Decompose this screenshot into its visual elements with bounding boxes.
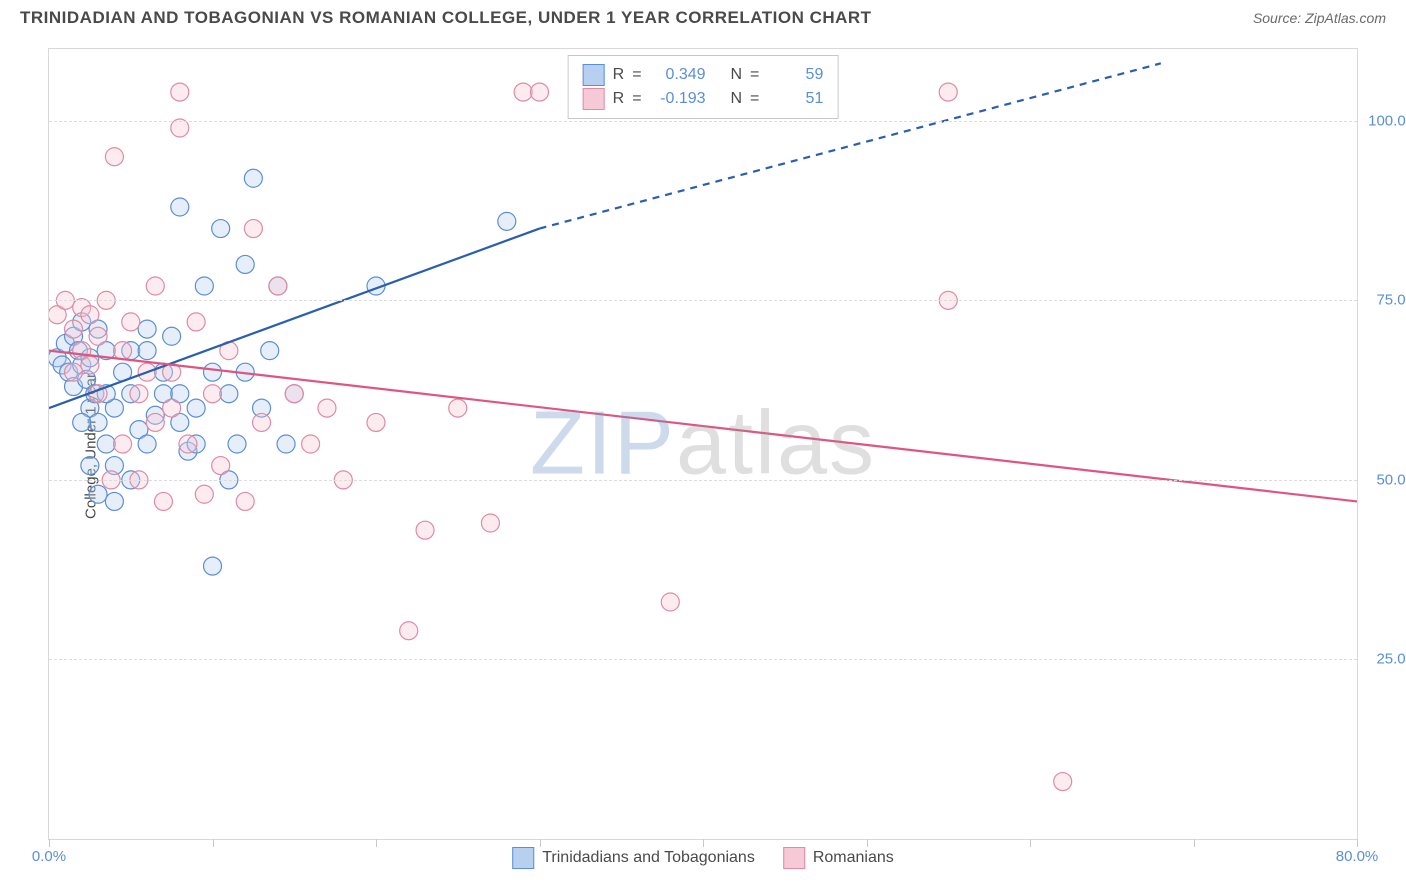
x-tick-label: 0.0% [32,848,66,865]
legend-n-label: N [730,66,742,84]
swatch-series-0 [512,847,534,869]
legend-label-series-0: Trinidadians and Tobagonians [542,849,755,867]
legend-r-label: R [613,66,625,84]
correlation-legend: R = 0.349 N = 59 R = -0.193 N = 51 [568,55,839,119]
swatch-series-0 [583,64,605,86]
y-tick-label: 75.0% [1376,292,1406,309]
legend-item-series-0: Trinidadians and Tobagonians [512,847,755,869]
legend-n-label: N [730,90,742,108]
legend-n-value-0: 59 [767,66,823,84]
legend-equals: = [632,66,641,84]
legend-equals: = [750,90,759,108]
legend-equals: = [750,66,759,84]
legend-equals: = [632,90,641,108]
source-attribution: Source: ZipAtlas.com [1253,10,1386,26]
legend-row-series-0: R = 0.349 N = 59 [583,64,824,86]
legend-r-label: R [613,90,625,108]
y-tick-label: 50.0% [1376,471,1406,488]
swatch-series-1 [583,88,605,110]
legend-label-series-1: Romanians [813,849,894,867]
y-tick-label: 100.0% [1368,112,1406,129]
legend-n-value-1: 51 [767,90,823,108]
legend-r-value-1: -0.193 [650,90,706,108]
chart-plot-area: ZIPatlas R = 0.349 N = 59 R = -0.193 N =… [48,48,1358,840]
series-legend: Trinidadians and Tobagonians Romanians [512,847,894,869]
legend-item-series-1: Romanians [783,847,894,869]
y-tick-label: 25.0% [1376,651,1406,668]
swatch-series-1 [783,847,805,869]
scatter-plot-svg [49,49,1357,839]
chart-title: TRINIDADIAN AND TOBAGONIAN VS ROMANIAN C… [20,8,872,28]
legend-row-series-1: R = -0.193 N = 51 [583,88,824,110]
legend-r-value-0: 0.349 [650,66,706,84]
x-tick-label: 80.0% [1336,848,1379,865]
